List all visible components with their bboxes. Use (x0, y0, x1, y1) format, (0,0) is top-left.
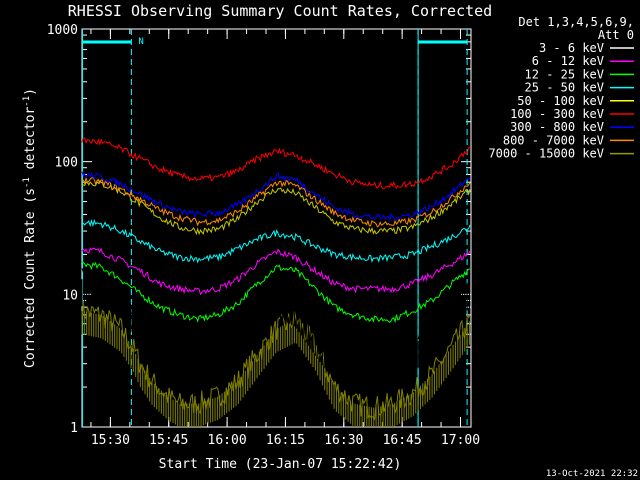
x-tick-label: 17:00 (441, 433, 480, 448)
x-tick-label: 16:15 (266, 433, 305, 448)
legend-label: 3 - 6 keV (539, 41, 604, 55)
legend-label: 50 - 100 keV (517, 94, 604, 108)
x-tick-label: 15:30 (91, 433, 130, 448)
y-tick-label: 10 (62, 288, 78, 303)
x-tick-label: 15:45 (149, 433, 188, 448)
series-line-3 (81, 218, 471, 264)
series-line-4 (82, 180, 471, 236)
timestamp: 13-Oct-2021 22:32 (546, 469, 638, 479)
legend-label: 300 - 800 keV (510, 120, 604, 134)
series-line-5 (81, 137, 471, 190)
series-lines (81, 137, 471, 427)
series-line-2 (81, 261, 471, 324)
x-tick-label: 16:45 (383, 433, 422, 448)
x-axis: 15:30 15:45 16:00 16:15 16:30 16:45 17:00 (90, 29, 480, 448)
legend-label: 100 - 300 keV (510, 107, 604, 121)
chart-title: RHESSI Observing Summary Count Rates, Co… (68, 2, 492, 20)
x-axis-label: Start Time (23-Jan-07 15:22:42) (159, 457, 402, 472)
series-line-1 (81, 247, 471, 296)
y-tick-label: 1000 (47, 23, 78, 38)
legend-label: 7000 - 15000 keV (488, 147, 604, 161)
legend-label: 12 - 25 keV (525, 67, 604, 81)
legend-header-2: Att 0 (598, 28, 634, 42)
y-tick-label: 1 (70, 421, 78, 436)
x-tick-label: 16:00 (208, 433, 247, 448)
series-line-7 (81, 177, 471, 228)
legend-label: 6 - 12 keV (532, 54, 604, 68)
x-tick-label: 16:30 (324, 433, 363, 448)
series-line-6 (81, 171, 471, 223)
legend-header-1: Det 1,3,4,5,6,9, (518, 15, 634, 29)
y-axis: 1 10 100 1000 (47, 23, 471, 436)
legend-label: 25 - 50 keV (525, 81, 604, 95)
flag-letter: N (138, 37, 143, 47)
legend-label: 800 - 7000 keV (503, 133, 604, 147)
y-tick-label: 100 (55, 156, 78, 171)
y-axis-label: Corrected Count Rate (s-1 detector-1) (22, 88, 38, 368)
